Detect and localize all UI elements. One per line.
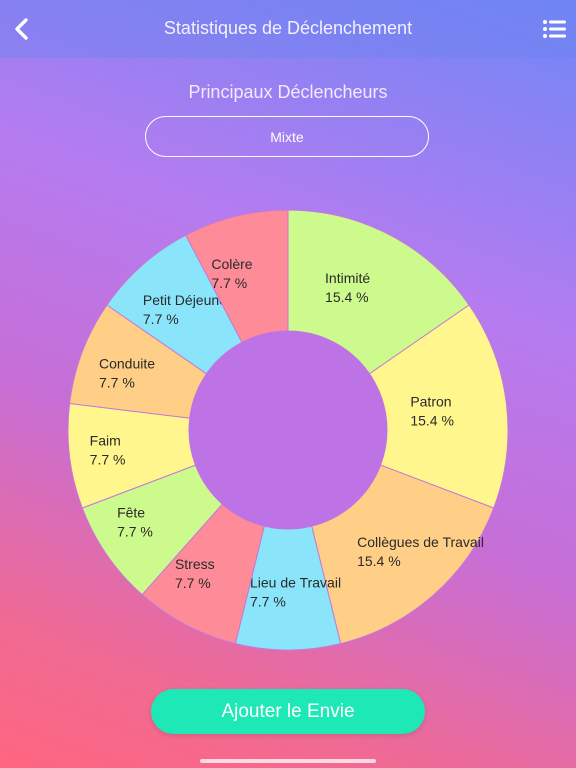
triggers-donut-chart: Intimité 15.4 % Patron 15.4 % Collègues de T… [67, 209, 509, 651]
slice-label: Fête [117, 505, 145, 521]
slice-label: Faim [90, 432, 121, 448]
slice-value-label: 7.7 % [117, 524, 153, 540]
page-title: Statistiques de Déclenchement [163, 18, 413, 38]
menu-button[interactable] [542, 18, 568, 40]
slice-label: Intimité [325, 270, 370, 286]
slice-label: Conduite [99, 356, 155, 372]
list-icon [543, 20, 566, 38]
slice-value-label: 7.7 % [143, 311, 179, 327]
slice-value-label: 7.7 % [211, 275, 247, 291]
mode-selector-label: Mixte [270, 128, 304, 145]
back-button[interactable] [8, 14, 36, 44]
slice-label: Stress [175, 556, 215, 572]
mode-selector-button[interactable]: Mixte [145, 116, 429, 157]
chart-slice[interactable] [311, 464, 495, 645]
slice-value-label: 15.4 % [325, 289, 369, 305]
slice-value-label: 7.7 % [175, 575, 211, 591]
nav-bar: Statistiques de Déclenchement [0, 0, 576, 58]
add-craving-button-label: Ajouter le Envie [221, 700, 355, 722]
slice-label: Patron [410, 394, 451, 410]
slice-value-label: 7.7 % [90, 451, 126, 467]
slice-label: Lieu de Travail [250, 575, 341, 591]
chevron-left-icon [15, 18, 28, 40]
donut-hole [189, 331, 387, 529]
slice-value-label: 15.4 % [410, 413, 454, 429]
home-indicator[interactable] [200, 759, 376, 763]
slice-value-label: 15.4 % [357, 553, 401, 569]
slice-label: Petit Déjeuner [143, 292, 232, 308]
add-craving-button[interactable]: Ajouter le Envie [151, 689, 425, 734]
slice-value-label: 7.7 % [99, 375, 135, 391]
slice-value-label: 7.7 % [250, 594, 286, 610]
section-title: Principaux Déclencheurs [188, 82, 388, 102]
slice-label: Collègues de Travail [357, 534, 484, 550]
slice-label: Colère [211, 256, 252, 272]
